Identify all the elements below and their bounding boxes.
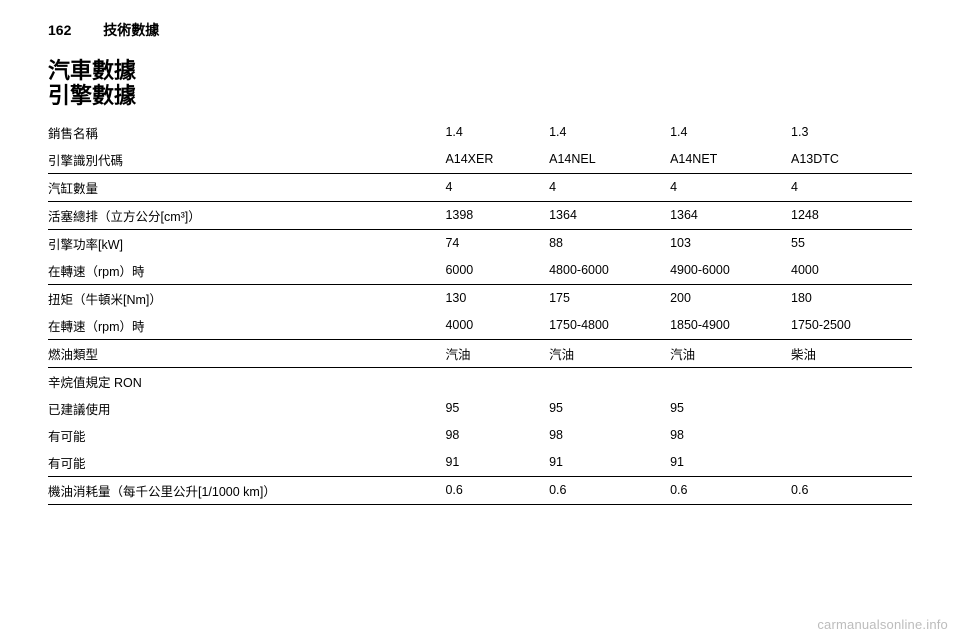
- cell: 1364: [670, 201, 791, 229]
- row-at-rpm-2: 在轉速（rpm）時 4000 1750-4800 1850-4900 1750-…: [48, 312, 912, 339]
- cell: 汽油: [670, 339, 791, 367]
- label-sales-name: 銷售名稱: [48, 119, 445, 146]
- cell: 汽油: [445, 339, 549, 367]
- cell: A14NEL: [549, 146, 670, 173]
- label-at-rpm-2: 在轉速（rpm）時: [48, 312, 445, 339]
- cell: 1364: [549, 201, 670, 229]
- row-torque: 扭矩（牛頓米[Nm]） 130 175 200 180: [48, 284, 912, 312]
- cell: A13DTC: [791, 146, 912, 173]
- row-octane-title: 辛烷值規定 RON: [48, 367, 912, 395]
- cell: [791, 422, 912, 449]
- cell: 4: [549, 173, 670, 201]
- row-power: 引擎功率[kW] 74 88 103 55: [48, 229, 912, 257]
- cell: 1750-2500: [791, 312, 912, 339]
- cell: 55: [791, 229, 912, 257]
- cell: 1398: [445, 201, 549, 229]
- cell: 95: [549, 395, 670, 422]
- label-displacement: 活塞總排（立方公分[cm³]）: [48, 201, 445, 229]
- label-torque: 扭矩（牛頓米[Nm]）: [48, 284, 445, 312]
- cell: 1.3: [791, 119, 912, 146]
- cell: 1850-4900: [670, 312, 791, 339]
- label-octane-title: 辛烷值規定 RON: [48, 367, 445, 395]
- row-possible1: 有可能 98 98 98: [48, 422, 912, 449]
- cell: 4: [670, 173, 791, 201]
- row-oil: 機油消耗量（每千公里公升[1/1000 km]） 0.6 0.6 0.6 0.6: [48, 476, 912, 504]
- cell: 200: [670, 284, 791, 312]
- cell: 汽油: [549, 339, 670, 367]
- cell: 0.6: [670, 476, 791, 504]
- main-title-line1: 汽車數據: [48, 58, 912, 83]
- cell: 0.6: [445, 476, 549, 504]
- label-recommended: 已建議使用: [48, 395, 445, 422]
- cell: 88: [549, 229, 670, 257]
- cell: 4900-6000: [670, 257, 791, 284]
- cell: 4: [791, 173, 912, 201]
- cell: 4800-6000: [549, 257, 670, 284]
- main-title-line2: 引擎數據: [48, 83, 912, 108]
- row-recommended: 已建議使用 95 95 95: [48, 395, 912, 422]
- row-fuel-type: 燃油類型 汽油 汽油 汽油 柴油: [48, 339, 912, 367]
- label-power: 引擎功率[kW]: [48, 229, 445, 257]
- cell: 1.4: [549, 119, 670, 146]
- cell: 0.6: [549, 476, 670, 504]
- label-possible1: 有可能: [48, 422, 445, 449]
- cell: 95: [670, 395, 791, 422]
- cell: 103: [670, 229, 791, 257]
- cell: 175: [549, 284, 670, 312]
- label-engine-code: 引擎識別代碼: [48, 146, 445, 173]
- cell: 0.6: [791, 476, 912, 504]
- label-cylinders: 汽缸數量: [48, 173, 445, 201]
- cell: 1248: [791, 201, 912, 229]
- engine-data-table: 銷售名稱 1.4 1.4 1.4 1.3 引擎識別代碼 A14XER A14NE…: [48, 119, 912, 505]
- row-possible2: 有可能 91 91 91: [48, 449, 912, 476]
- cell: 130: [445, 284, 549, 312]
- label-at-rpm-1: 在轉速（rpm）時: [48, 257, 445, 284]
- chapter-title: 技術數據: [103, 22, 159, 38]
- page-number: 162: [48, 22, 71, 38]
- label-fuel-type: 燃油類型: [48, 339, 445, 367]
- cell: [791, 449, 912, 476]
- label-oil: 機油消耗量（每千公里公升[1/1000 km]）: [48, 476, 445, 504]
- row-at-rpm-1: 在轉速（rpm）時 6000 4800-6000 4900-6000 4000: [48, 257, 912, 284]
- cell: 柴油: [791, 339, 912, 367]
- cell: 4000: [445, 312, 549, 339]
- label-possible2: 有可能: [48, 449, 445, 476]
- page-header: 162 技術數據: [48, 20, 912, 40]
- cell: 1.4: [445, 119, 549, 146]
- cell: 4000: [791, 257, 912, 284]
- cell: 98: [549, 422, 670, 449]
- row-engine-code: 引擎識別代碼 A14XER A14NEL A14NET A13DTC: [48, 146, 912, 173]
- cell: 95: [445, 395, 549, 422]
- cell: 91: [445, 449, 549, 476]
- cell: 74: [445, 229, 549, 257]
- cell: A14XER: [445, 146, 549, 173]
- cell: 6000: [445, 257, 549, 284]
- cell: 98: [670, 422, 791, 449]
- cell: 4: [445, 173, 549, 201]
- divider: [48, 504, 912, 505]
- cell: 91: [670, 449, 791, 476]
- watermark-text: carmanualsonline.info: [817, 617, 948, 632]
- cell: 1.4: [670, 119, 791, 146]
- cell: 98: [445, 422, 549, 449]
- cell: 91: [549, 449, 670, 476]
- main-title: 汽車數據 引擎數據: [48, 58, 912, 109]
- cell: [791, 395, 912, 422]
- cell: 180: [791, 284, 912, 312]
- row-displacement: 活塞總排（立方公分[cm³]） 1398 1364 1364 1248: [48, 201, 912, 229]
- cell: A14NET: [670, 146, 791, 173]
- row-cylinders: 汽缸數量 4 4 4 4: [48, 173, 912, 201]
- cell: 1750-4800: [549, 312, 670, 339]
- row-sales-name: 銷售名稱 1.4 1.4 1.4 1.3: [48, 119, 912, 146]
